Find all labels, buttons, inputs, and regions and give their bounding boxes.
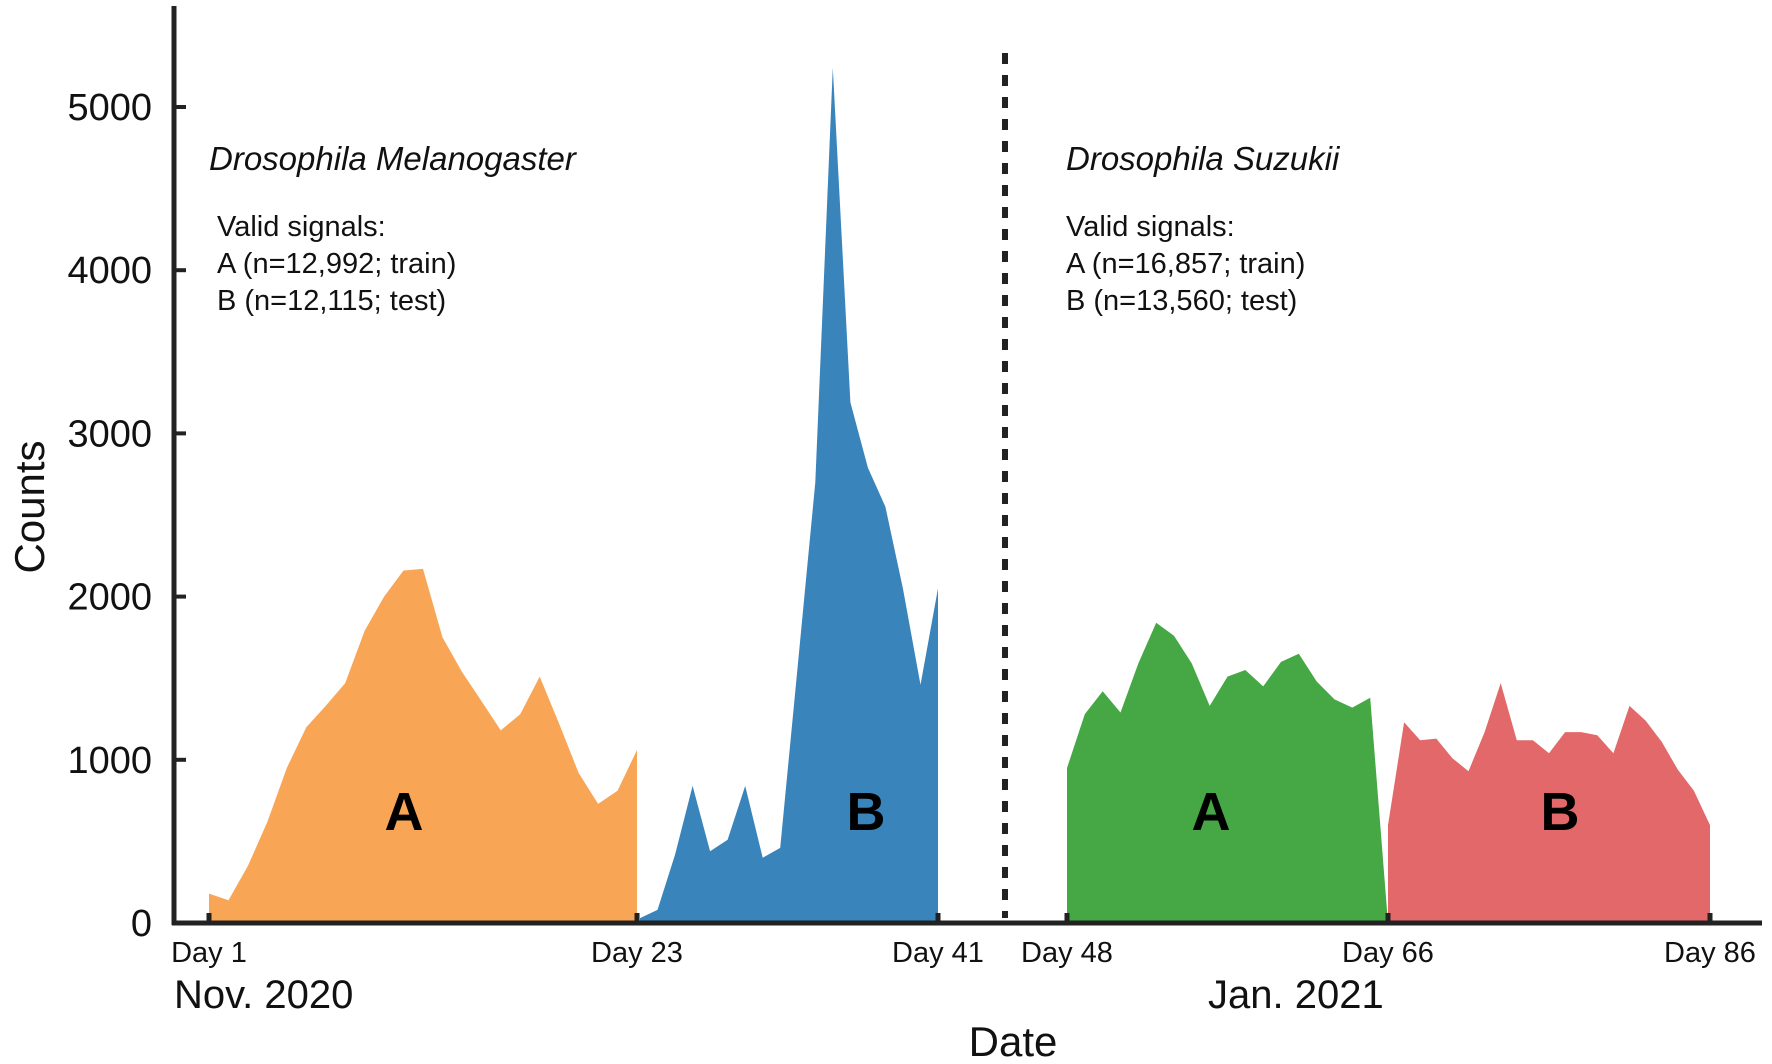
x-tick-label: Day 66: [1342, 937, 1434, 969]
y-tick-label: 0: [131, 903, 152, 945]
signals-line-1b: B (n=12,115; test): [217, 285, 446, 317]
month-label-2: Jan. 2021: [1208, 973, 1384, 1017]
signals-heading-1: Valid signals:: [217, 211, 386, 243]
x-tick-label: Day 86: [1664, 937, 1756, 969]
area-label-blue-b: B: [847, 782, 886, 842]
area-series-group: [209, 67, 1710, 924]
area-series-4: [1388, 683, 1710, 923]
area-label-red-b: B: [1541, 782, 1580, 842]
y-tick-label: 4000: [67, 250, 152, 292]
month-label-1: Nov. 2020: [174, 973, 353, 1017]
y-tick-label: 2000: [67, 577, 152, 619]
signals-line-1a: A (n=12,992; train): [217, 248, 456, 280]
y-tick-group: 0 1000 2000 3000 4000 5000: [67, 87, 186, 945]
area-series-2: [640, 67, 938, 924]
area-series-1: [209, 568, 637, 923]
x-tick-label: Day 41: [892, 937, 984, 969]
species-title-2: Drosophila Suzukii: [1066, 140, 1341, 177]
y-tick-label: 1000: [67, 740, 152, 782]
y-tick-label: 5000: [67, 87, 152, 129]
y-axis-title: Counts: [6, 440, 53, 573]
area-series-3: [1067, 622, 1388, 923]
area-label-green-a: A: [1192, 782, 1231, 842]
signals-heading-2: Valid signals:: [1066, 211, 1235, 243]
x-axis-title: Date: [969, 1018, 1058, 1064]
x-tick-label: Day 48: [1021, 937, 1113, 969]
x-tick-group: Day 1 Day 23 Day 41 Day 48 Day 66 Day 86: [171, 913, 1756, 969]
signals-line-2a: A (n=16,857; train): [1066, 248, 1305, 280]
x-tick-label: Day 23: [591, 937, 683, 969]
species-title-1: Drosophila Melanogaster: [209, 140, 578, 177]
y-tick-label: 3000: [67, 413, 152, 455]
signals-line-2b: B (n=13,560; test): [1066, 285, 1297, 317]
area-label-orange-a: A: [385, 782, 424, 842]
x-tick-label: Day 1: [171, 937, 247, 969]
